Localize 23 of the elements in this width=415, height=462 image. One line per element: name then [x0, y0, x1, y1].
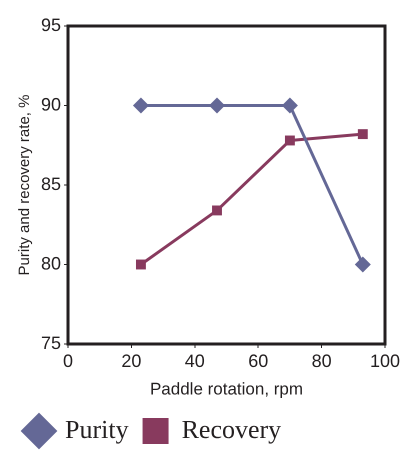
point: [136, 260, 146, 270]
y-tick-label: 95: [40, 14, 62, 35]
y-tick-label: 90: [40, 94, 62, 114]
x-tick-label: 100: [370, 350, 400, 371]
legend-label: Recovery: [182, 414, 282, 444]
x-axis-title: Paddle rotation, rpm: [150, 379, 304, 398]
point: [212, 205, 222, 216]
x-tick-label: 60: [248, 350, 268, 371]
point: [284, 136, 295, 146]
x-tick-label: 40: [184, 350, 205, 371]
x-tick-label: 0: [63, 350, 74, 371]
y-tick-label: 80: [40, 253, 62, 274]
x-tick-label: 20: [121, 350, 142, 371]
point: [132, 98, 149, 114]
y-tick-label: 75: [40, 332, 62, 353]
point: [354, 256, 371, 272]
point: [209, 98, 225, 114]
legend-label: Purity: [65, 414, 129, 444]
point: [358, 129, 368, 140]
y-axis-title: Purity and recovery rate, %: [16, 94, 34, 276]
x-tick-label: 80: [312, 350, 332, 371]
y-tick-label: 85: [40, 174, 62, 194]
point: [282, 98, 298, 114]
